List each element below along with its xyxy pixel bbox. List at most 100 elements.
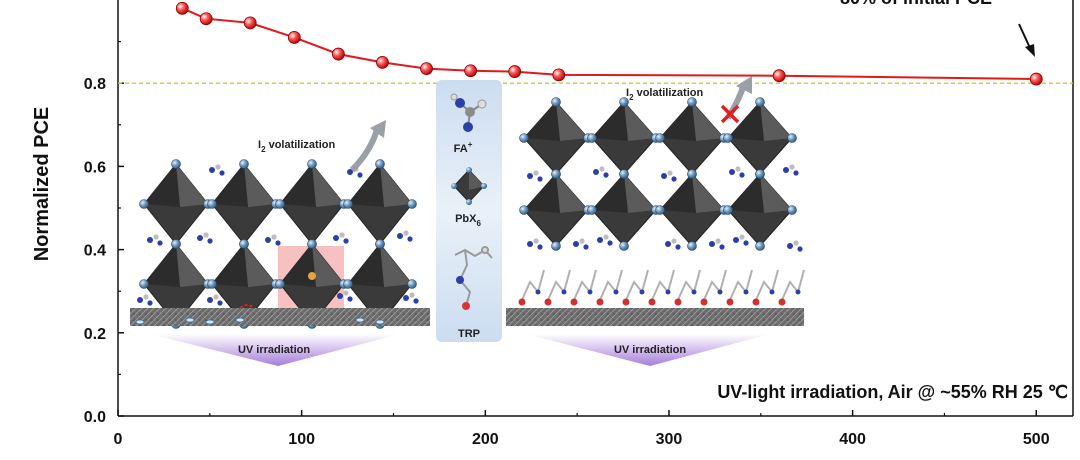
iodine-cluster (235, 317, 245, 323)
x-tick-label: 500 (1023, 431, 1050, 448)
trp-chain (677, 269, 701, 301)
legend-pbx6-label: PbX6 (455, 213, 481, 228)
series-group (175, 1, 1043, 86)
trp-nitrogen (743, 289, 749, 295)
legend-fa-label: FA+ (454, 140, 473, 155)
volatilization-arrowhead-right (736, 76, 752, 94)
fa-cation (137, 294, 153, 306)
trp-nitrogen (639, 289, 645, 295)
trp-nitrogen (717, 289, 723, 295)
octahedron (587, 169, 661, 251)
fa-cation (783, 164, 799, 176)
y-tick-label: 0.2 (84, 326, 106, 343)
iodine-cluster (355, 317, 365, 323)
trp-chain (703, 269, 727, 301)
trp-molecule-icon (454, 246, 493, 310)
fa-cation (665, 238, 681, 250)
volatilization-label-left: I2 volatilization (258, 139, 335, 154)
fa-cation (787, 240, 803, 252)
octahedron (139, 239, 213, 329)
uv-label-right: UV irradiation (614, 344, 686, 356)
annotation-arrow (1018, 23, 1035, 57)
trp-nitrogen (613, 289, 619, 295)
legend-trp-label: TRP (458, 328, 480, 340)
data-point (175, 1, 189, 15)
data-point (508, 65, 522, 78)
trp-oxygen (700, 298, 708, 306)
ticks: 0 100 200 300 400 500 0.0 0.2 0.4 0.6 0.8 (84, 40, 1050, 448)
pbx6-octahedron-icon (451, 167, 487, 205)
trp-oxygen (726, 298, 734, 306)
data-point (420, 62, 433, 76)
trp-nitrogen (691, 289, 697, 295)
fa-cation (333, 232, 349, 244)
trp-chain (755, 269, 779, 301)
octahedron (723, 169, 797, 251)
y-tick-label: 0.6 (84, 159, 106, 176)
trp-chain (781, 269, 805, 301)
condition-annotation: UV-light irradiation, Air @ ~55% RH 25 ℃ (717, 382, 1068, 402)
y-tick-label: 0.0 (84, 409, 106, 426)
octahedron (587, 97, 661, 179)
substrate-right (506, 308, 804, 326)
trp-chain (729, 269, 753, 301)
octahedron (207, 239, 281, 329)
trp-nitrogen (561, 289, 567, 295)
fa-cation (573, 238, 589, 250)
trp-chain (521, 269, 545, 301)
data-point (376, 56, 389, 69)
fa-cation (403, 292, 419, 304)
volatilization-arrowhead-left (370, 120, 386, 138)
fa-cation (733, 234, 749, 246)
trp-oxygen (752, 298, 760, 306)
fa-cation (709, 238, 725, 250)
data-point (1029, 72, 1043, 86)
data-point (243, 16, 257, 30)
substrate-left (130, 308, 430, 326)
trp-oxygen (648, 298, 656, 306)
data-point (552, 68, 566, 82)
octahedron (655, 97, 729, 179)
trp-oxygen (544, 298, 552, 306)
octahedron (139, 159, 213, 249)
uv-label-left: UV irradiation (238, 344, 310, 356)
data-point (287, 31, 301, 44)
fa-cation (209, 164, 225, 176)
fa-molecule-icon (450, 93, 487, 132)
uv-beam-right (526, 334, 770, 366)
fa-cation (147, 234, 163, 246)
data-point (331, 47, 345, 61)
trp-chain (573, 269, 597, 301)
trp-nitrogen (795, 289, 801, 295)
iodine-cluster (375, 319, 385, 325)
trp-chain (599, 269, 623, 301)
trp-oxygen (518, 298, 526, 306)
iodine-cluster (205, 319, 215, 325)
fa-cation (527, 238, 543, 250)
data-point (772, 69, 786, 83)
iodine-cluster (185, 317, 195, 323)
fa-cation (197, 232, 213, 244)
fa-cation (729, 166, 745, 178)
fa-cation (397, 230, 413, 242)
y-axis-title: Normalized PCE (31, 107, 53, 261)
trp-chain (547, 269, 571, 301)
pb-defect (308, 272, 316, 280)
inset-left-illustration: UV irradiation I2 volatilization (130, 120, 430, 366)
trp-nitrogen (665, 289, 671, 295)
uv-beam-left (150, 334, 400, 366)
x-tick-label: 300 (656, 431, 683, 448)
y-tick-label: 0.4 (84, 243, 106, 260)
octahedron (655, 169, 729, 251)
trp-oxygen (778, 298, 786, 306)
trp-nitrogen (769, 289, 775, 295)
fa-cation (593, 166, 609, 178)
x-tick-label: 0 (114, 431, 123, 448)
fa-cation (265, 234, 281, 246)
trp-nitrogen (587, 289, 593, 295)
volatilization-label-right: I2 volatilization (626, 87, 703, 102)
inset-legend-panel: FA+ PbX6 TRP (436, 80, 502, 342)
volatilization-arrow-left (349, 125, 381, 173)
trp-nitrogen (535, 289, 541, 295)
